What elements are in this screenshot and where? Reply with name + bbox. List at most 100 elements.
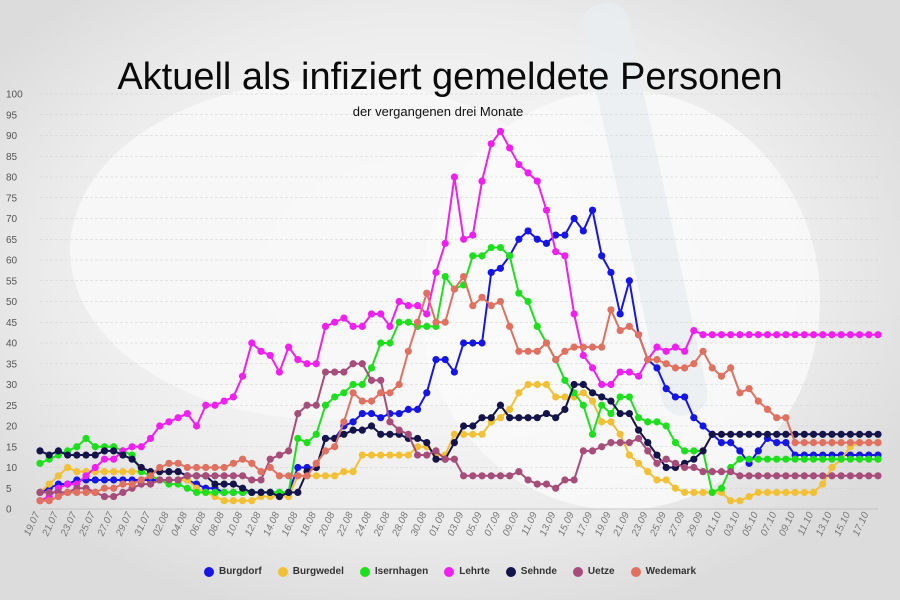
data-point [395, 380, 403, 389]
data-point [681, 463, 689, 472]
data-point [441, 239, 449, 247]
data-point [423, 389, 431, 397]
x-tick-label: 17.10 [851, 510, 872, 538]
data-point [321, 447, 330, 455]
data-point [690, 360, 698, 368]
legend-item-burgwedel[interactable]: Burgwedel [277, 566, 344, 577]
data-point [229, 480, 237, 488]
data-point [478, 293, 486, 301]
data-point [266, 351, 274, 360]
data-point [349, 322, 357, 330]
data-point [183, 409, 191, 418]
data-point [828, 472, 836, 480]
data-point [174, 459, 182, 467]
data-point [874, 331, 882, 339]
data-point [607, 418, 615, 426]
data-point [460, 273, 468, 281]
data-point [607, 380, 615, 389]
data-point [865, 472, 873, 480]
data-point [496, 401, 505, 409]
data-point [45, 451, 53, 459]
data-point [524, 380, 532, 389]
data-point [874, 455, 882, 463]
data-point [515, 160, 523, 169]
data-point [321, 322, 330, 330]
data-point [855, 430, 864, 438]
data-point [846, 455, 854, 463]
data-point [487, 472, 495, 480]
data-point [791, 331, 799, 339]
data-point [137, 443, 145, 451]
data-point [800, 455, 808, 463]
data-point [791, 455, 799, 463]
x-tick-label: 23.09 [630, 510, 651, 539]
data-point [358, 360, 366, 368]
data-point [285, 488, 293, 496]
data-point [321, 434, 330, 443]
data-point [469, 302, 477, 310]
data-point [192, 463, 201, 472]
data-point [579, 447, 587, 455]
data-point [238, 484, 247, 492]
data-point [552, 248, 560, 256]
data-point [340, 468, 348, 476]
x-tick-label: 27.09 [666, 510, 687, 539]
data-point [662, 455, 670, 463]
data-point [644, 439, 652, 447]
data-point [331, 443, 339, 451]
data-point [616, 430, 624, 438]
data-point [579, 389, 587, 397]
data-point [561, 231, 569, 239]
data-point [119, 451, 127, 459]
data-point [275, 492, 284, 501]
data-point [82, 434, 90, 443]
y-tick-label: 40 [6, 339, 18, 350]
data-point [248, 459, 256, 467]
data-point [828, 331, 836, 339]
data-point [192, 472, 201, 480]
legend-item-uetze[interactable]: Uetze [572, 566, 615, 577]
data-point [653, 476, 661, 484]
data-point [644, 356, 652, 364]
data-point [174, 476, 182, 484]
y-tick-label: 0 [6, 505, 12, 516]
data-point [404, 347, 412, 355]
data-point [625, 393, 633, 401]
y-tick-label: 35 [6, 359, 18, 370]
legend-item-lehrte[interactable]: Lehrte [444, 566, 490, 577]
legend-item-sehnde[interactable]: Sehnde [505, 566, 557, 577]
data-point [819, 455, 827, 463]
legend-item-wedemark[interactable]: Wedemark [630, 566, 696, 577]
data-point [524, 169, 532, 177]
data-point [238, 372, 247, 380]
data-point [763, 455, 772, 463]
data-point [671, 439, 680, 447]
data-point [607, 439, 615, 447]
data-point [708, 468, 716, 476]
data-point [220, 472, 228, 480]
data-point [717, 331, 726, 339]
data-point [248, 488, 256, 496]
data-point [542, 409, 551, 418]
data-point [432, 318, 440, 326]
data-point [183, 463, 191, 472]
legend-item-burgdorf[interactable]: Burgdorf [203, 566, 262, 577]
legend-item-isernhagen[interactable]: Isernhagen [359, 566, 428, 577]
data-point [625, 409, 633, 418]
data-point [542, 206, 551, 214]
y-tick-label: 30 [6, 380, 18, 391]
data-point [100, 447, 109, 455]
data-point [515, 347, 523, 355]
data-point [423, 322, 431, 330]
data-point [616, 409, 624, 418]
data-point [745, 472, 753, 480]
data-point [423, 439, 431, 447]
y-tick-label: 5 [6, 484, 12, 495]
data-point [82, 488, 90, 496]
data-point [819, 331, 827, 339]
y-tick-label: 60 [6, 256, 18, 267]
data-point [598, 252, 606, 260]
data-point [285, 343, 293, 351]
data-point [616, 368, 624, 376]
data-point [146, 434, 155, 443]
